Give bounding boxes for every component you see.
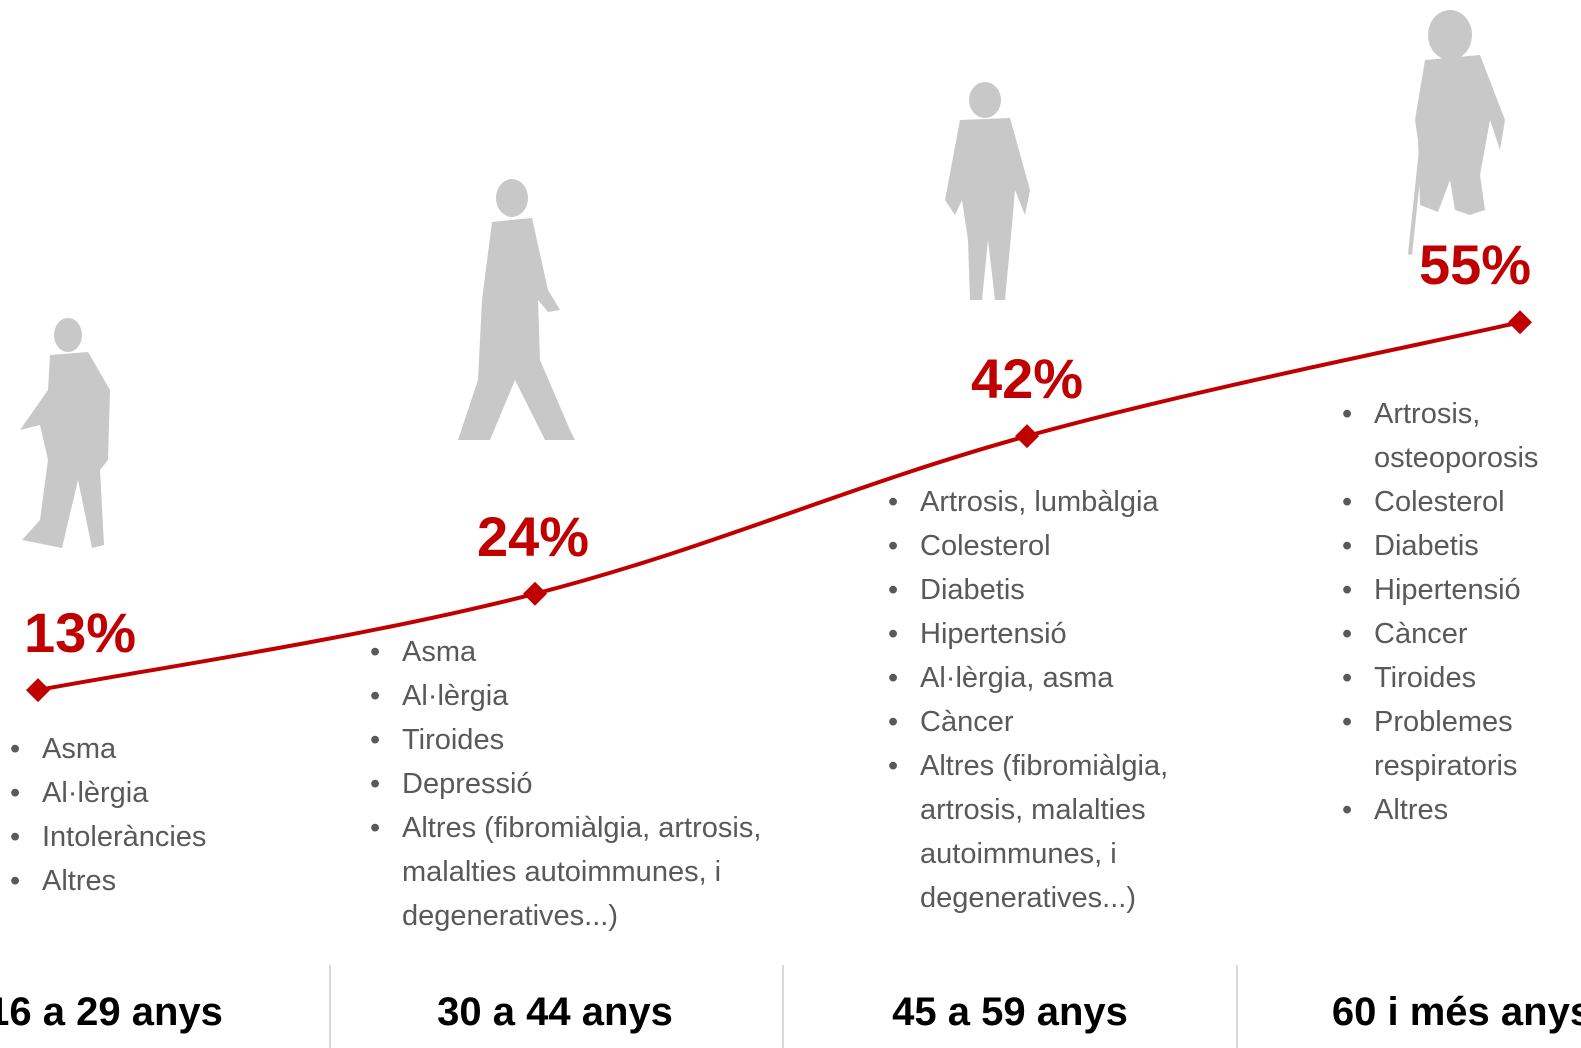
note-text: Càncer: [1374, 618, 1468, 650]
value-label: 42%: [971, 347, 1083, 410]
note-text: Depressió: [402, 768, 533, 800]
note-text: Altres (fibromiàlgia, artrosis,: [402, 812, 761, 844]
middle-age-person: [945, 82, 1030, 300]
note-text: Diabetis: [920, 574, 1025, 606]
note-text: Al·lèrgia: [402, 680, 509, 712]
note-text: artrosis, malalties: [920, 794, 1146, 826]
note-text: degeneratives...): [920, 882, 1136, 914]
note-text: Càncer: [920, 706, 1014, 738]
bullet: •: [370, 636, 380, 668]
marker: [1508, 310, 1532, 335]
note-text: Al·lèrgia, asma: [920, 662, 1114, 694]
note-text: Hipertensió: [920, 618, 1067, 650]
category-label: 60 i més anys: [1332, 990, 1581, 1034]
bullet: •: [1342, 486, 1352, 518]
bullet: •: [370, 680, 380, 712]
elderly-person: [1408, 10, 1505, 255]
marker: [26, 678, 50, 703]
bullet: •: [1342, 574, 1352, 606]
value-label: 55%: [1419, 233, 1531, 296]
bullet: •: [1342, 530, 1352, 562]
bullet: •: [888, 618, 898, 650]
note-text: Tiroides: [402, 724, 504, 756]
silhouettes: [20, 10, 1505, 548]
note-text: Diabetis: [1374, 530, 1479, 562]
bullet: •: [1342, 662, 1352, 694]
note-text: Altres: [42, 865, 116, 897]
value-label: 13%: [24, 601, 136, 664]
category-label: 30 a 44 anys: [437, 990, 673, 1034]
note-text: Asma: [402, 636, 477, 668]
bullet: •: [370, 768, 380, 800]
note-text: Al·lèrgia: [42, 777, 149, 809]
bullet: •: [888, 750, 898, 782]
bullet: •: [370, 812, 380, 844]
adult-person: [458, 179, 575, 440]
bullet: •: [1342, 794, 1352, 826]
note-text: degeneratives...): [402, 900, 618, 932]
note-text: Tiroides: [1374, 662, 1476, 694]
bullet: •: [10, 777, 20, 809]
marker: [1015, 424, 1039, 449]
note-text: Colesterol: [920, 530, 1051, 562]
category-label: 45 a 59 anys: [892, 990, 1128, 1034]
note-text: Problemes: [1374, 706, 1513, 738]
note-text: Colesterol: [1374, 486, 1505, 518]
bullet: •: [1342, 398, 1352, 430]
note-text: respiratoris: [1374, 750, 1517, 782]
bullet: •: [10, 821, 20, 853]
bullet: •: [10, 865, 20, 897]
note-text: Intoleràncies: [42, 821, 206, 853]
bullet: •: [888, 662, 898, 694]
bullet: •: [1342, 706, 1352, 738]
note-text: Hipertensió: [1374, 574, 1521, 606]
note-text: malalties autoimmunes, i: [402, 856, 721, 888]
young-person: [20, 318, 110, 548]
bullet: •: [888, 706, 898, 738]
marker: [523, 581, 547, 606]
bullet: •: [888, 486, 898, 518]
bullet: •: [1342, 618, 1352, 650]
value-label: 24%: [477, 505, 589, 568]
note-text: autoimmunes, i: [920, 838, 1117, 870]
line: [37, 320, 1521, 693]
note-text: Artrosis, lumbàlgia: [920, 486, 1159, 518]
bullet: •: [370, 724, 380, 756]
note-text: Artrosis,: [1374, 398, 1480, 430]
bullet: •: [888, 574, 898, 606]
note-text: Altres: [1374, 794, 1448, 826]
note-text: osteoporosis: [1374, 442, 1538, 474]
category-label: 16 a 29 anys: [0, 990, 223, 1034]
note-text: Asma: [42, 733, 117, 765]
note-text: Altres (fibromiàlgia,: [920, 750, 1168, 782]
bullet: •: [10, 733, 20, 765]
bullet: •: [888, 530, 898, 562]
bottom-band: [329, 965, 1238, 1048]
